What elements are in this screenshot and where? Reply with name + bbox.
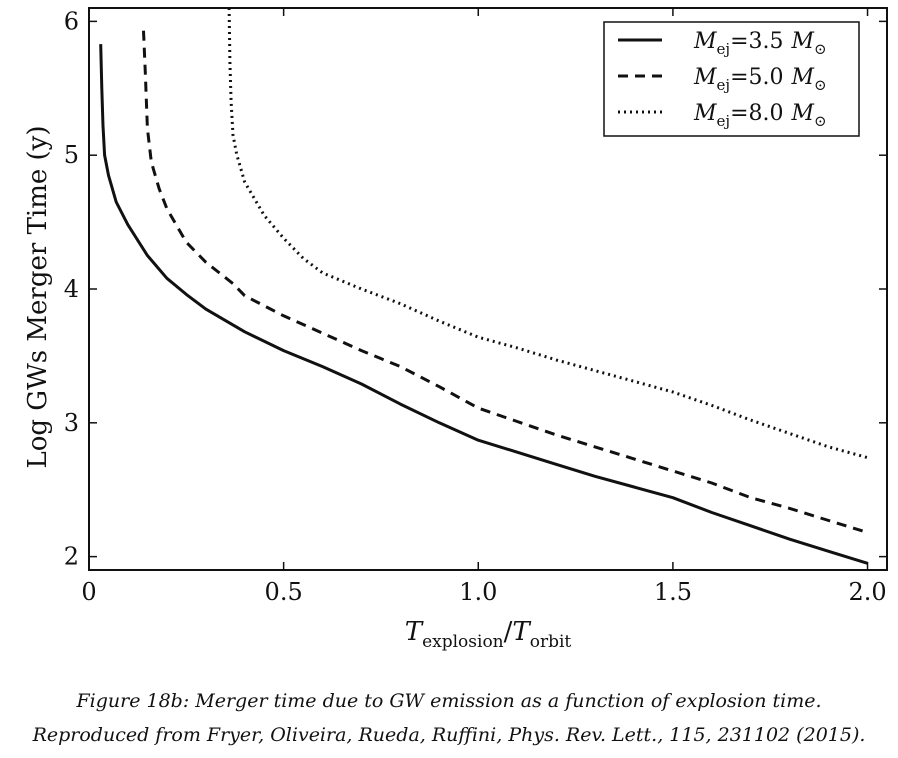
y-tick-label: 2 <box>64 543 79 571</box>
x-tick-label: 0.5 <box>265 578 303 606</box>
y-tick-label: 6 <box>64 7 79 35</box>
gw-merger-chart: 0 0.5 1.0 1.5 2.0 2 3 4 5 6 Log GWs Merger Time (… <box>23 7 888 652</box>
figure-caption-line-1: Figure 18b: Merger time due to GW emissi… <box>76 690 822 712</box>
x-tick-label: 1.5 <box>654 578 692 606</box>
y-axis-label: Log GWs Merger Time (y) <box>23 125 53 468</box>
x-tick-label: 0 <box>81 578 96 606</box>
series-line-dotted <box>227 7 868 460</box>
legend-label-3.5: Mej=3.5 M⊙ <box>693 29 827 58</box>
x-tick-label: 1.0 <box>459 578 497 606</box>
series-line-dashed <box>142 30 868 534</box>
series-layer <box>99 7 868 565</box>
x-axis-label: Texplosion/Torbit <box>405 617 572 652</box>
y-tick-label: 4 <box>64 275 79 303</box>
x-tick-label: 2.0 <box>848 578 886 606</box>
y-tick-label: 3 <box>64 409 79 437</box>
series-line-solid <box>99 44 868 565</box>
legend-label-8.0: Mej=8.0 M⊙ <box>693 101 827 130</box>
ticks-layer: 0 0.5 1.0 1.5 2.0 2 3 4 5 6 <box>64 7 887 606</box>
y-tick-label: 5 <box>64 141 79 169</box>
legend: Mej=3.5 M⊙ Mej=5.0 M⊙ Mej=8.0 M⊙ <box>603 21 860 137</box>
x-label-sub2: orbit <box>530 632 572 652</box>
legend-label-5.0: Mej=5.0 M⊙ <box>693 65 827 94</box>
x-label-sub1: explosion <box>422 632 504 652</box>
x-label-slash: / <box>504 617 513 647</box>
x-label-t1: T <box>405 617 424 647</box>
figure-caption-line-2: Reproduced from Fryer, Oliveira, Rueda, … <box>32 724 866 746</box>
x-label-t2: T <box>512 617 531 647</box>
